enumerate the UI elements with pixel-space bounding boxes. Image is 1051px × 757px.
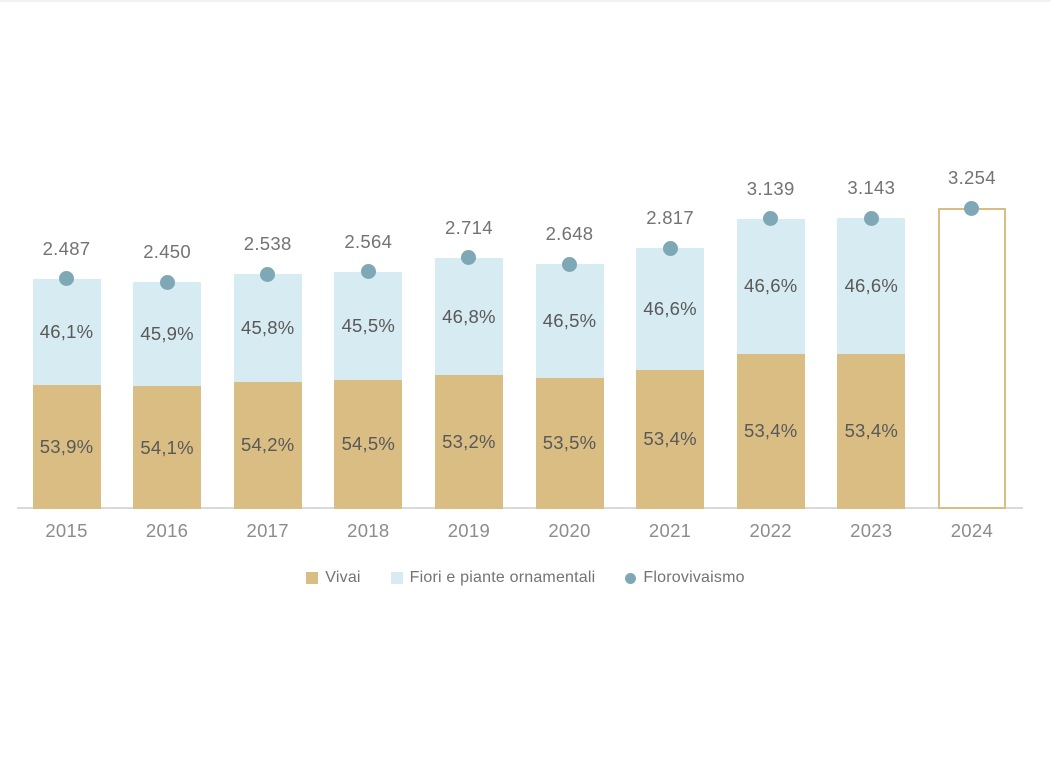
total-value-label-2024: 3.254 xyxy=(947,167,996,188)
bar-segment-vivai-2017: 54,2% xyxy=(233,381,302,509)
x-axis-label-2018: 2018 xyxy=(347,520,390,541)
x-axis-label-2017: 2017 xyxy=(246,520,289,541)
bar-segment-vivai-2020: 53,5% xyxy=(535,377,604,509)
x-axis-label-2019: 2019 xyxy=(447,520,491,541)
bar-segment-vivai-2015: 53,9% xyxy=(32,385,101,509)
bar-segment-vivai-2021: 53,4% xyxy=(636,369,705,509)
total-value-label-2019: 2.714 xyxy=(444,216,493,238)
legend-item-fiori: Fiori e piante ornamentali xyxy=(390,569,596,587)
florovivaismo-marker-2018 xyxy=(360,264,376,280)
bar-segment-vivai-2018: 54,5% xyxy=(334,379,403,509)
total-value-label-2015: 2.487 xyxy=(42,237,91,259)
bar-segment-vivai-2023: 53,4% xyxy=(837,353,906,509)
total-value-label-2018: 2.564 xyxy=(344,230,393,252)
bar-segment-vivai-2016: 54,1% xyxy=(133,386,202,509)
bar-segment-fiori-2016: 45,9% xyxy=(133,282,202,387)
top-edge-line xyxy=(0,0,1051,2)
bar-segment-fiori-2019: 46,8% xyxy=(434,257,503,376)
florovivaismo-marker-2015 xyxy=(59,271,74,287)
fiori-swatch-icon xyxy=(390,572,403,584)
florovivaismo-marker-2020 xyxy=(562,256,577,272)
bar-segment-fiori-2023: 46,6% xyxy=(837,218,906,354)
legend-label-florovivaismo: Florovivaismo xyxy=(643,569,745,586)
bar-segment-fiori-2020: 46,5% xyxy=(535,264,604,378)
total-value-label-2016: 2.450 xyxy=(143,241,191,263)
florovivaismo-marker-2019 xyxy=(461,250,477,266)
florovivaismo-marker-2016 xyxy=(159,274,175,290)
florovivaismo-marker-2022 xyxy=(763,211,779,227)
total-value-label-2020: 2.648 xyxy=(545,223,594,245)
x-axis-label-2016: 2016 xyxy=(145,520,189,541)
x-axis-line xyxy=(17,507,1023,509)
florovivaismo-marker-2017 xyxy=(260,266,276,282)
x-axis-label-2024: 2024 xyxy=(950,520,994,541)
total-value-label-2022: 3.139 xyxy=(746,177,795,199)
vivai-swatch-icon xyxy=(306,572,319,584)
bar-segment-vivai-2019: 53,2% xyxy=(434,375,503,509)
florovivaismo-marker-2021 xyxy=(662,240,678,256)
legend-label-vivai: Vivai xyxy=(325,569,361,586)
x-axis-label-2015: 2015 xyxy=(45,520,88,541)
total-value-label-2017: 2.538 xyxy=(243,233,292,255)
bar-segment-fiori-2015: 46,1% xyxy=(32,278,101,385)
legend-item-florovivaismo: Florovivaismo xyxy=(625,569,745,587)
florovivaismo-dot-icon xyxy=(625,572,637,584)
florovivaismo-marker-2023 xyxy=(863,210,879,226)
bar-segment-fiori-2021: 46,6% xyxy=(636,248,705,370)
bar-segment-outlined-2024 xyxy=(937,208,1006,509)
legend-label-fiori: Fiori e piante ornamentali xyxy=(409,569,596,586)
total-value-label-2023: 3.143 xyxy=(847,177,896,199)
legend-item-vivai: Vivai xyxy=(306,569,360,587)
bar-segment-vivai-2022: 53,4% xyxy=(736,353,805,509)
bar-segment-fiori-2017: 45,8% xyxy=(233,274,302,382)
x-axis-label-2022: 2022 xyxy=(749,520,792,541)
x-axis-label-2020: 2020 xyxy=(548,520,591,541)
x-axis-label-2021: 2021 xyxy=(648,520,692,541)
legend: Vivai Fiori e piante ornamentali Florovi… xyxy=(0,569,1051,587)
florovivaismo-marker-2024 xyxy=(964,200,980,216)
bar-segment-fiori-2018: 45,5% xyxy=(334,271,403,380)
total-value-label-2021: 2.817 xyxy=(646,207,694,229)
x-axis-label-2023: 2023 xyxy=(850,520,893,541)
bar-segment-fiori-2022: 46,6% xyxy=(736,218,805,354)
